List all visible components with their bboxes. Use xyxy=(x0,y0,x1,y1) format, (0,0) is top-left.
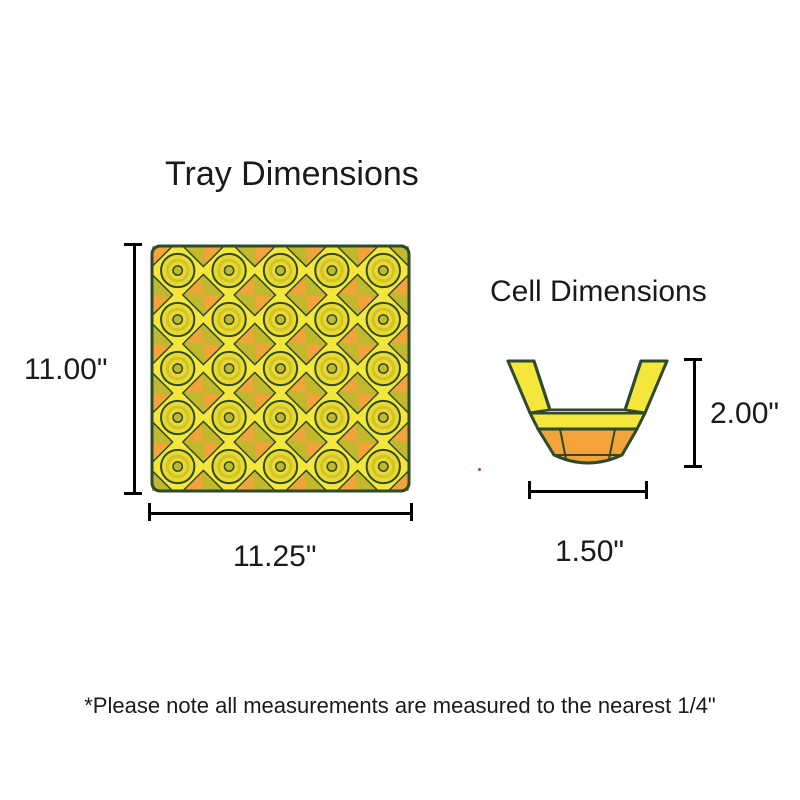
tray-height-cap-top xyxy=(124,243,142,246)
tray-width-cap-right xyxy=(410,503,413,521)
cell-width-cap-right xyxy=(645,481,648,499)
red-dot-artifact xyxy=(478,468,481,471)
cell-height-cap-top xyxy=(684,358,702,361)
cell-height-line xyxy=(693,358,696,468)
footnote: *Please note all measurements are measur… xyxy=(0,693,800,719)
tray-height-cap-bottom xyxy=(124,492,142,495)
cell-height-cap-bottom xyxy=(684,465,702,468)
tray-illustration xyxy=(148,242,413,495)
tray-width-label: 11.25" xyxy=(233,540,317,574)
tray-title: Tray Dimensions xyxy=(165,155,419,194)
cell-title: Cell Dimensions xyxy=(490,275,707,309)
cell-width-cap-left xyxy=(528,481,531,499)
tray-height-label: 11.00" xyxy=(24,353,108,387)
tray-height-line xyxy=(133,243,136,495)
cell-width-label: 1.50" xyxy=(555,535,624,569)
cell-illustration xyxy=(500,355,675,470)
tray-width-line xyxy=(148,512,413,515)
cell-width-line xyxy=(528,490,648,493)
cell-height-label: 2.00" xyxy=(710,397,779,431)
tray-width-cap-left xyxy=(148,503,151,521)
